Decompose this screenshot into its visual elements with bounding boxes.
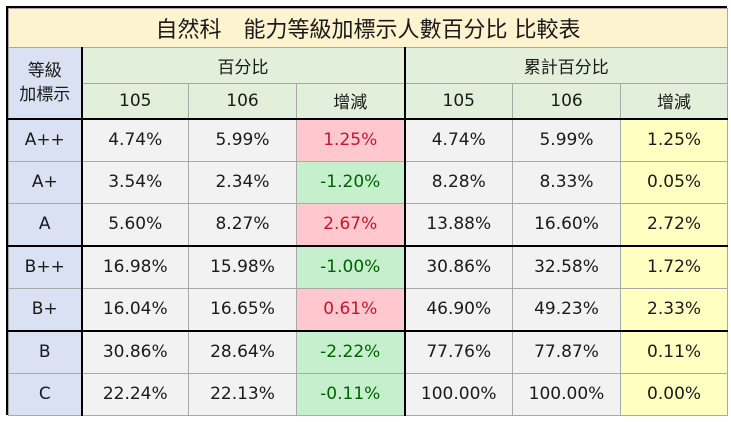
pct-106-cell: 16.65%	[188, 287, 297, 331]
col-header-c106: 106	[512, 83, 621, 119]
pct-105-cell: 16.04%	[81, 287, 189, 331]
pct-106-cell: 15.98%	[188, 244, 297, 289]
pct-diff-cell: -1.20%	[296, 160, 405, 204]
table-row: B++ 16.98% 15.98% -1.00% 30.86% 32.58% 1…	[8, 244, 729, 289]
pct-105-cell: 3.54%	[81, 160, 189, 204]
pct-diff-cell: -0.11%	[296, 372, 405, 416]
cum-diff-cell: 0.00%	[619, 372, 729, 416]
pct-diff-cell: 1.25%	[296, 117, 405, 162]
grade-label: B+	[8, 287, 83, 331]
grade-label: A+	[8, 160, 83, 204]
pct-105-cell: 30.86%	[81, 329, 189, 374]
cum-diff-cell: 0.11%	[619, 329, 729, 374]
grade-label: A++	[8, 117, 83, 162]
cum-105-cell: 13.88%	[403, 202, 513, 246]
table-row: B+ 16.04% 16.65% 0.61% 46.90% 49.23% 2.3…	[8, 287, 729, 331]
cum-106-cell: 32.58%	[512, 244, 621, 289]
grade-label: A	[8, 202, 83, 246]
cum-diff-cell: 1.72%	[619, 244, 729, 289]
col-header-c105: 105	[403, 83, 513, 119]
cum-105-cell: 100.00%	[403, 372, 513, 416]
pct-diff-cell: 2.67%	[296, 202, 405, 246]
cum-106-cell: 100.00%	[512, 372, 621, 416]
pct-106-cell: 2.34%	[188, 160, 297, 204]
grade-label: B++	[8, 244, 83, 289]
cum-106-cell: 5.99%	[512, 117, 621, 162]
cum-diff-cell: 0.05%	[619, 160, 729, 204]
table-row: C 22.24% 22.13% -0.11% 100.00% 100.00% 0…	[8, 372, 729, 416]
cum-106-cell: 77.87%	[512, 329, 621, 374]
pct-diff-cell: -1.00%	[296, 244, 405, 289]
col-header-pdiff: 增減	[296, 83, 405, 119]
pct-106-cell: 28.64%	[188, 329, 297, 374]
grade-label: B	[8, 329, 83, 374]
col-header-p106: 106	[188, 83, 297, 119]
cum-diff-cell: 1.25%	[619, 117, 729, 162]
cum-105-cell: 46.90%	[403, 287, 513, 331]
cum-105-cell: 4.74%	[403, 117, 513, 162]
grade-header-line2: 加標示	[19, 84, 71, 105]
pct-105-cell: 22.24%	[81, 372, 189, 416]
pct-105-cell: 5.60%	[81, 202, 189, 246]
table-row: B 30.86% 28.64% -2.22% 77.76% 77.87% 0.1…	[8, 329, 729, 374]
pct-105-cell: 16.98%	[81, 244, 189, 289]
table-title: 自然科 能力等級加標示人數百分比 比較表	[7, 8, 729, 48]
pct-diff-cell: 0.61%	[296, 287, 405, 331]
pct-105-cell: 4.74%	[81, 117, 189, 162]
cum-106-cell: 49.23%	[512, 287, 621, 331]
pct-106-cell: 5.99%	[188, 117, 297, 162]
cum-105-cell: 8.28%	[403, 160, 513, 204]
table-row: A+ 3.54% 2.34% -1.20% 8.28% 8.33% 0.05%	[8, 160, 729, 204]
table-row: A++ 4.74% 5.99% 1.25% 4.74% 5.99% 1.25%	[8, 117, 729, 162]
cum-105-cell: 77.76%	[403, 329, 513, 374]
cum-diff-cell: 2.33%	[619, 287, 729, 331]
pct-106-cell: 22.13%	[188, 372, 297, 416]
cumulative-group-header: 累計百分比	[403, 47, 729, 84]
col-header-cdiff: 增減	[619, 83, 729, 119]
grade-label: C	[8, 372, 83, 416]
cum-diff-cell: 2.72%	[619, 202, 729, 246]
comparison-table: 自然科 能力等級加標示人數百分比 比較表 等級 加標示 百分比 累計百分比 10…	[7, 8, 729, 416]
grade-column-header: 等級 加標示	[8, 47, 83, 119]
table-row: A 5.60% 8.27% 2.67% 13.88% 16.60% 2.72%	[8, 202, 729, 246]
cum-106-cell: 8.33%	[512, 160, 621, 204]
cum-106-cell: 16.60%	[512, 202, 621, 246]
col-header-p105: 105	[81, 83, 189, 119]
pct-diff-cell: -2.22%	[296, 329, 405, 374]
percentage-group-header: 百分比	[81, 47, 405, 84]
comparison-table-frame: 自然科 能力等級加標示人數百分比 比較表 等級 加標示 百分比 累計百分比 10…	[6, 6, 729, 416]
pct-106-cell: 8.27%	[188, 202, 297, 246]
cum-105-cell: 30.86%	[403, 244, 513, 289]
grade-header-line1: 等級	[27, 60, 62, 81]
